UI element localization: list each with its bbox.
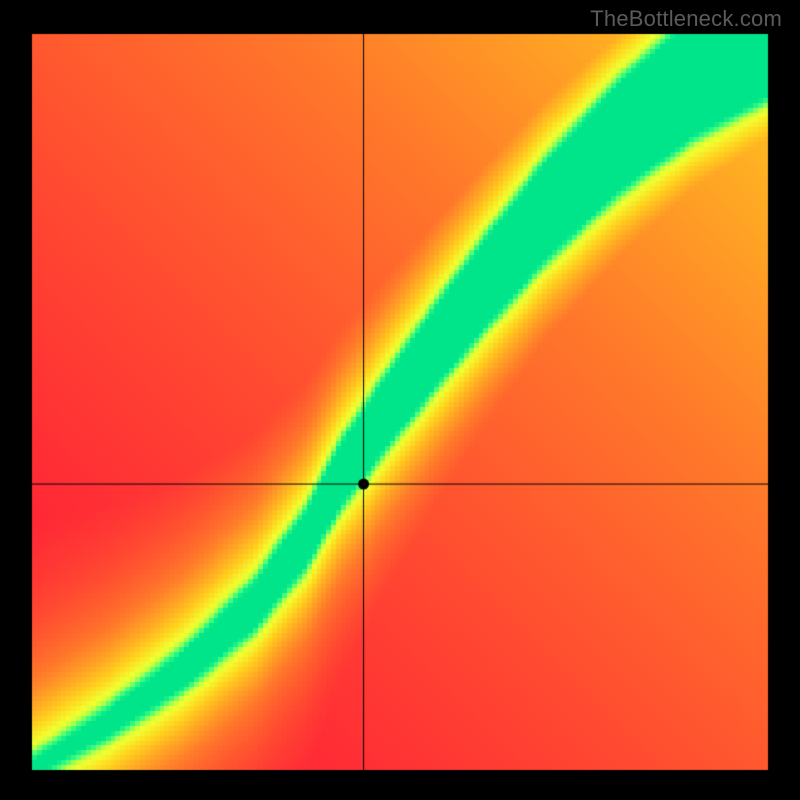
chart-container: TheBottleneck.com bbox=[0, 0, 800, 800]
heatmap-canvas bbox=[0, 0, 800, 800]
watermark-text: TheBottleneck.com bbox=[590, 6, 782, 32]
